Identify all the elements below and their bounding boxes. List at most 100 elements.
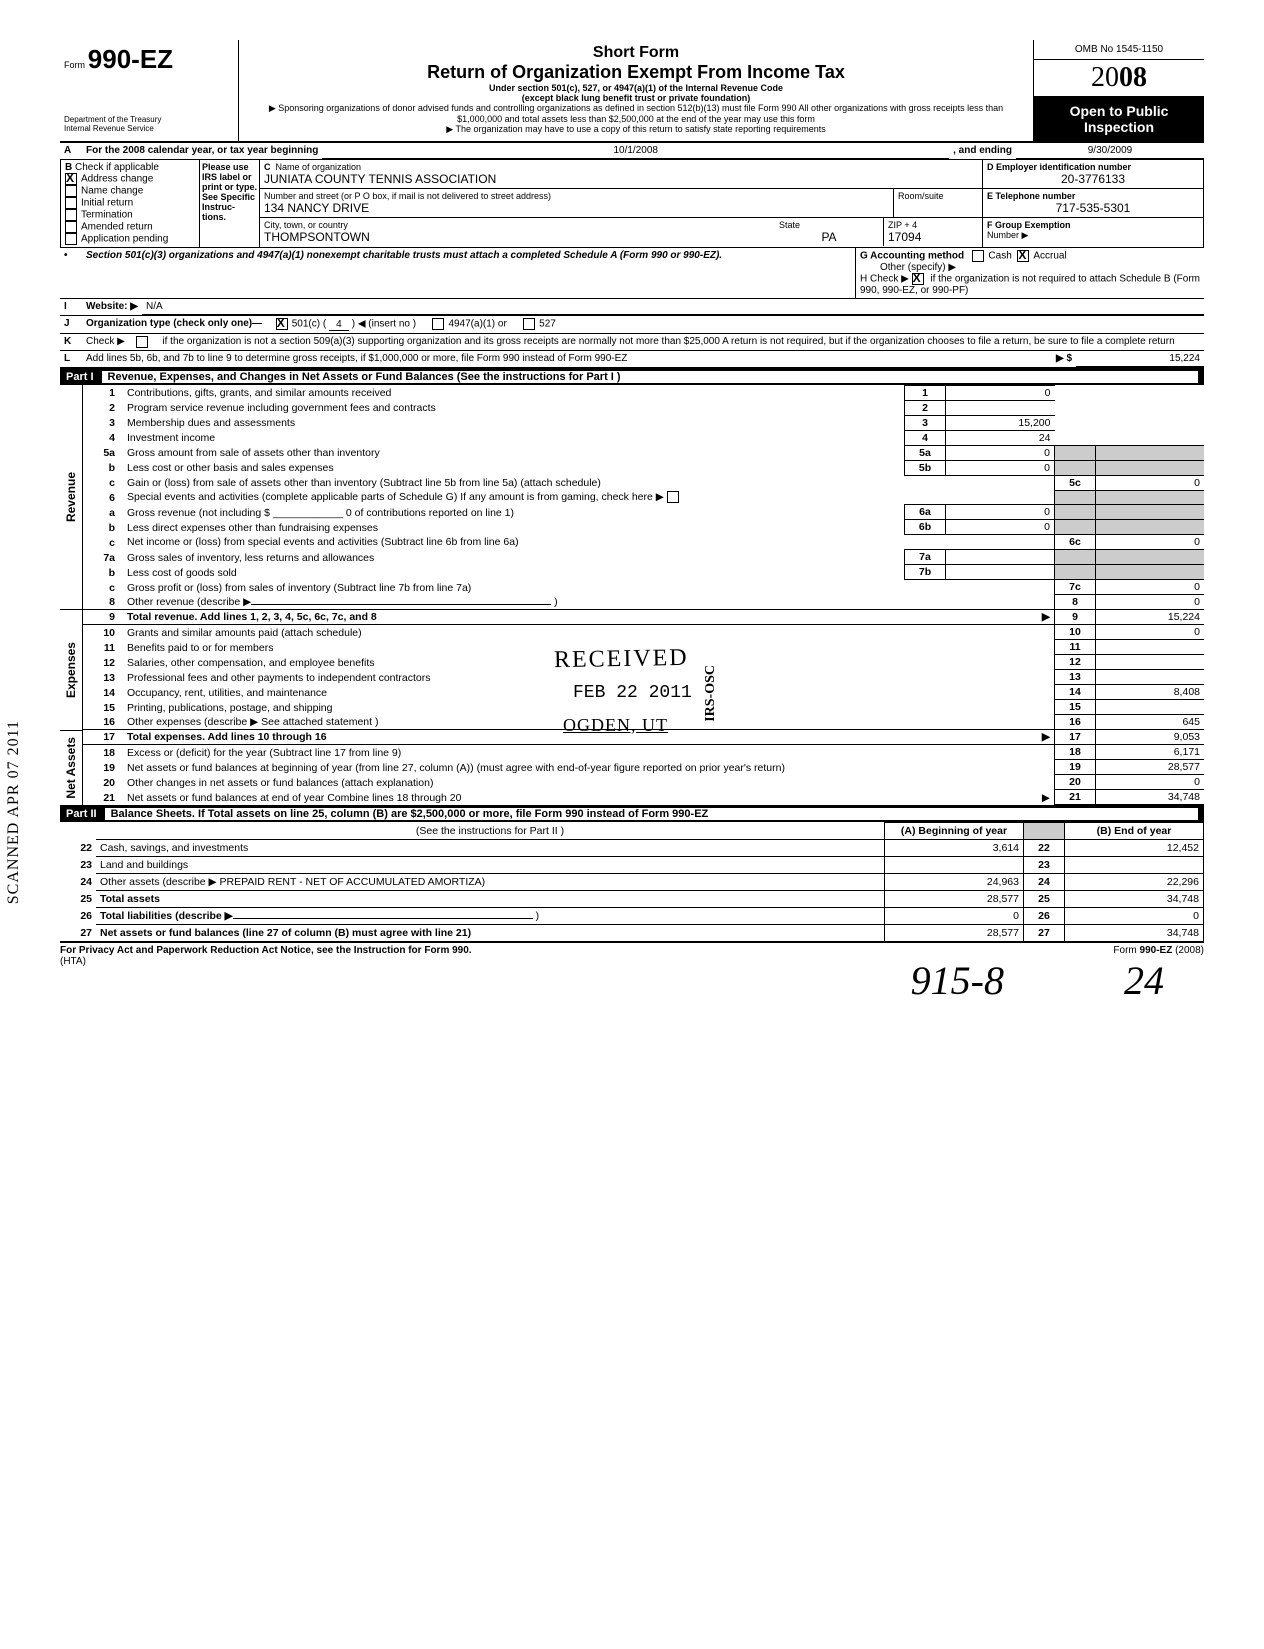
l5a-amt: 0 <box>946 445 1055 460</box>
l6a-num: a <box>83 505 123 520</box>
l10-num: 10 <box>83 625 123 640</box>
chk-schedule-b[interactable] <box>912 273 924 285</box>
city-label: City, town, or country <box>264 220 771 230</box>
form-label: Form <box>64 60 85 70</box>
part1-table: 1Contributions, gifts, grants, and simil… <box>83 385 1204 806</box>
l21-box: 21 <box>1055 790 1096 805</box>
l5a-desc: Gross amount from sale of assets other t… <box>127 447 380 459</box>
l6c-box: 6c <box>1055 535 1096 550</box>
l18-box: 18 <box>1055 745 1096 760</box>
l20-box: 20 <box>1055 775 1096 790</box>
block-h: H Check ▶ if the organization is not req… <box>860 273 1200 296</box>
l1-num: 1 <box>83 385 123 400</box>
open-to-public: Open to PublicInspection <box>1034 97 1204 141</box>
chk-accrual[interactable] <box>1017 250 1029 262</box>
block-e-label: E Telephone number <box>987 191 1199 201</box>
form-header: Form 990-EZ Department of the Treasury I… <box>60 40 1204 143</box>
chk-address-change[interactable]: Address change <box>65 173 195 185</box>
l7c-num: c <box>83 580 123 595</box>
l4-box: 4 <box>905 430 946 445</box>
block-f-label: F Group Exemption <box>987 220 1199 230</box>
l6c-num: c <box>83 535 123 550</box>
l19-desc: Net assets or fund balances at beginning… <box>123 760 1055 775</box>
l27-a: 28,577 <box>885 925 1024 943</box>
l3-box: 3 <box>905 415 946 430</box>
chk-name-change[interactable]: Name change <box>65 185 195 197</box>
chk-pending[interactable]: Application pending <box>65 233 195 245</box>
l18-desc: Excess or (deficit) for the year (Subtra… <box>123 745 1055 760</box>
l21-amt: 34,748 <box>1096 790 1205 805</box>
line-j: J Organization type (check only one)— 50… <box>60 316 1204 334</box>
l24-num: 24 <box>60 874 96 891</box>
bal-instructions: (See the instructions for Part II ) <box>96 823 885 840</box>
addr-label: Number and street (or P O box, if mail i… <box>264 191 889 201</box>
l6b-amt: 0 <box>946 520 1055 535</box>
chk-501c[interactable]: 501(c) ( 4 ) ◀ (insert no ) <box>266 316 420 333</box>
l14-box: 14 <box>1055 685 1096 700</box>
irs-osc-stamp: IRS-OSC <box>703 665 719 722</box>
l14-num: 14 <box>83 685 123 700</box>
accrual-label: Accrual <box>1033 251 1066 262</box>
l7a-num: 7a <box>83 550 123 565</box>
line-k-label: K <box>60 334 82 350</box>
l7b-num: b <box>83 565 123 580</box>
part2-header: Part II Balance Sheets. If Total assets … <box>60 806 1204 822</box>
zip-label: ZIP + 4 <box>888 220 978 230</box>
chk-4947[interactable]: 4947(a)(1) or <box>420 316 511 333</box>
chk-527[interactable]: 527 <box>511 316 560 333</box>
telephone: 717-535-5301 <box>987 201 1199 215</box>
part1-body: Revenue Expenses Net Assets 1Contributio… <box>60 385 1204 807</box>
chk-cash[interactable] <box>972 250 984 262</box>
l7c-amt: 0 <box>1096 580 1205 595</box>
l5b-desc: Less cost or other basis and sales expen… <box>127 462 334 474</box>
handwritten-2: 24 <box>1124 957 1164 1004</box>
l15-box: 15 <box>1055 700 1096 715</box>
l26-num: 26 <box>60 908 96 925</box>
l5b-amt: 0 <box>946 460 1055 475</box>
line-k: K Check ▶ if the organization is not a s… <box>60 334 1204 351</box>
l11-amt <box>1096 640 1205 655</box>
balance-sheet-table: (See the instructions for Part II ) (A) … <box>60 822 1204 943</box>
l27-desc: Net assets or fund balances (line 27 of … <box>96 925 885 943</box>
part2-label: Part II <box>66 808 97 820</box>
l27-b: 34,748 <box>1065 925 1204 943</box>
line-l: L Add lines 5b, 6b, and 7b to line 9 to … <box>60 351 1204 369</box>
street-address: 134 NANCY DRIVE <box>264 201 889 215</box>
tax-year: 2008 <box>1034 60 1204 97</box>
l11-box: 11 <box>1055 640 1096 655</box>
4947-label: 4947(a)(1) or <box>448 319 506 330</box>
part1-label: Part I <box>66 371 94 383</box>
please-use-irs: Please use IRS label or print or type. S… <box>200 160 260 247</box>
l7c-desc: Gross profit or (loss) from sales of inv… <box>123 580 1055 595</box>
block-f-number: Number ▶ <box>987 230 1199 241</box>
line-i: I Website: ▶ N/A <box>60 299 1204 316</box>
received-date-stamp: FEB 22 2011 <box>573 683 692 703</box>
l21-num: 21 <box>83 790 123 805</box>
chk-amended[interactable]: Amended return <box>65 221 195 233</box>
city: THOMPSONTOWN <box>264 230 771 244</box>
chk-initial-return[interactable]: Initial return <box>65 197 195 209</box>
line-k-rest: if the organization is not a section 509… <box>158 334 1204 350</box>
l8-amt: 0 <box>1096 595 1205 610</box>
chk-509a3[interactable] <box>129 334 159 350</box>
l9-box: 9 <box>1055 610 1096 625</box>
block-h-text: H Check ▶ <box>860 274 909 285</box>
l22-box: 22 <box>1024 840 1065 857</box>
l27-box: 27 <box>1024 925 1065 943</box>
block-d-label: D Employer identification number <box>987 162 1199 172</box>
state-label: State <box>779 220 879 230</box>
l2-num: 2 <box>83 400 123 415</box>
l7a-desc: Gross sales of inventory, less returns a… <box>123 550 905 565</box>
scanned-stamp: SCANNED APR 07 2011 <box>5 720 23 904</box>
l12-box: 12 <box>1055 655 1096 670</box>
block-g-h: G Accounting method Cash Accrual Other (… <box>855 248 1204 298</box>
l24-a: 24,963 <box>885 874 1024 891</box>
section-501c3-note: Section 501(c)(3) organizations and 4947… <box>82 248 855 298</box>
l21-desc: Net assets or fund balances at end of ye… <box>127 792 461 804</box>
chk-initial-return-label: Initial return <box>81 198 133 209</box>
l26-b: 0 <box>1065 908 1204 925</box>
chk-termination[interactable]: Termination <box>65 209 195 221</box>
org-name: JUNIATA COUNTY TENNIS ASSOCIATION <box>264 172 978 186</box>
footer: For Privacy Act and Paperwork Reduction … <box>60 943 1204 956</box>
chk-gaming[interactable] <box>667 491 679 503</box>
